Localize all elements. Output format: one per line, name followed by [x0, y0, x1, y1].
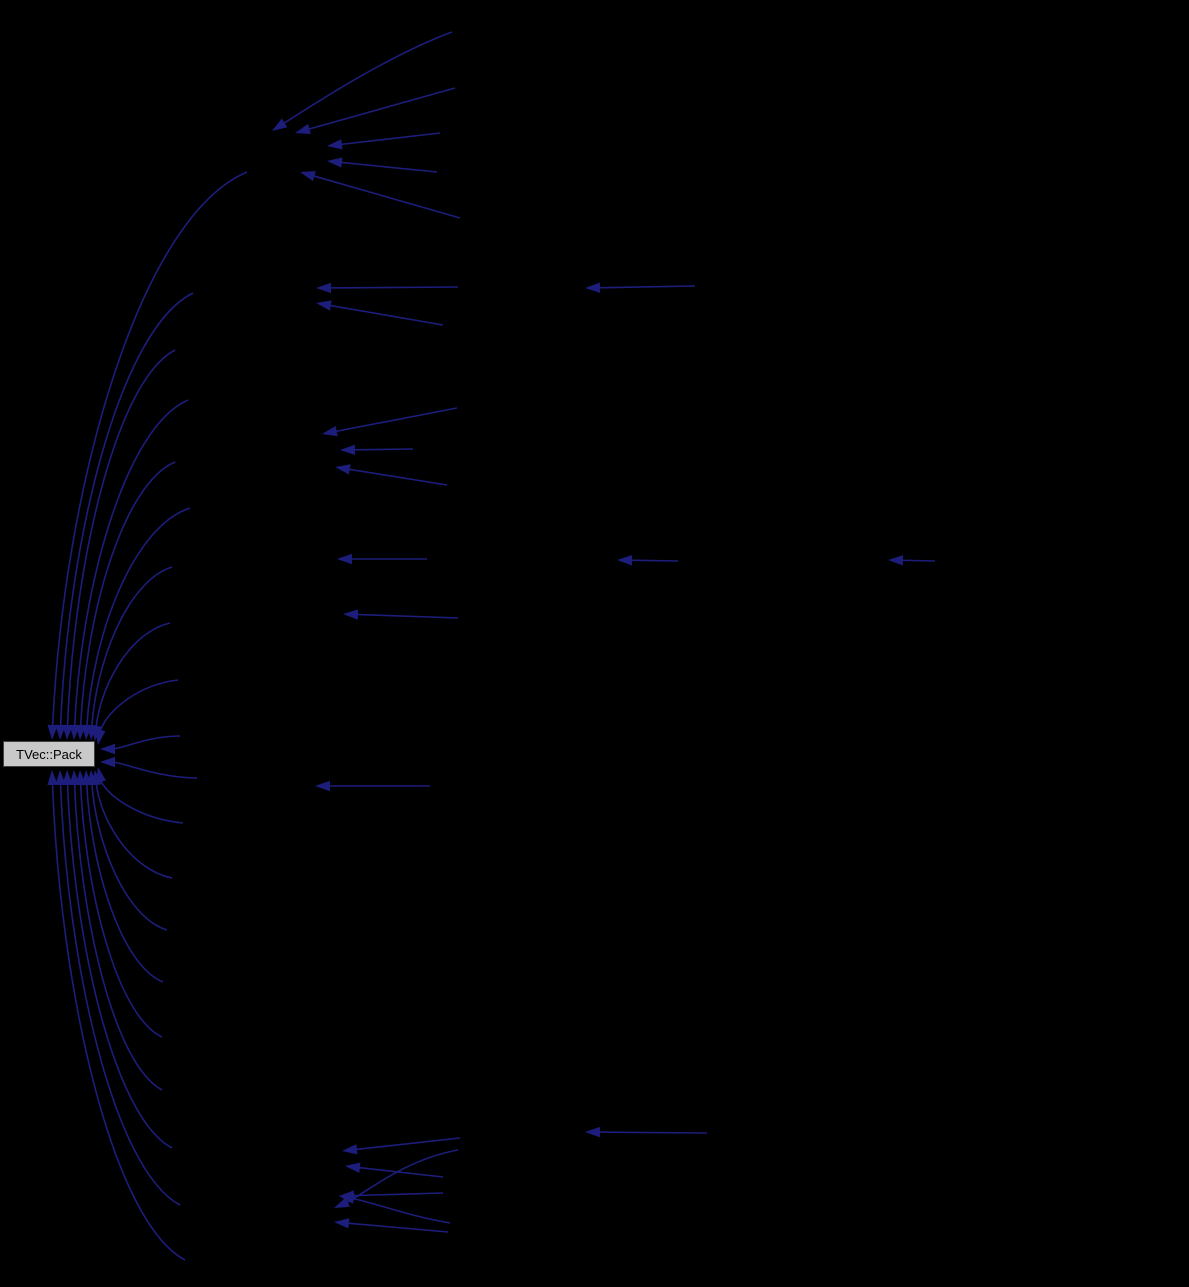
graph-edge-arrowhead — [300, 171, 316, 182]
graph-edge — [596, 1131, 708, 1134]
graph-edge — [281, 31, 453, 126]
graph-edge-arrowhead — [62, 724, 73, 740]
graph-edge — [356, 1166, 444, 1178]
graph-edge — [111, 761, 198, 779]
graph-edge — [350, 1192, 444, 1197]
graph-edge — [66, 781, 173, 1149]
graph-edge — [59, 292, 194, 729]
graph-edge — [95, 781, 173, 879]
graph-edge — [354, 613, 459, 619]
graph-edge-arrowhead — [55, 724, 66, 740]
graph-edge — [327, 304, 444, 326]
graph-edge — [79, 781, 163, 1038]
graph-edge — [79, 461, 176, 729]
graph-edge-arrowhead — [585, 282, 601, 293]
graph-edge-arrowhead — [342, 1144, 358, 1155]
graph-edge-arrowhead — [888, 555, 904, 566]
graph-edge — [95, 622, 171, 730]
graph-edge — [111, 735, 181, 750]
graph-edge-arrowhead — [327, 157, 343, 168]
graph-edge — [99, 679, 179, 734]
graph-edge — [327, 286, 459, 289]
graph-edge — [90, 566, 173, 729]
graph-edge-arrowhead — [295, 123, 311, 134]
graph-edge-arrowhead — [322, 426, 338, 437]
graph-edge-arrowhead — [617, 555, 633, 566]
graph-edge-arrowhead — [335, 464, 351, 475]
graph-edge — [51, 171, 248, 729]
graph-edge-arrowhead — [55, 770, 66, 786]
graph-edge-arrowhead — [47, 724, 58, 740]
graph-edge — [85, 781, 164, 983]
node-tvec-pack[interactable]: TVec::Pack — [3, 741, 95, 767]
graph-edge-arrowhead — [585, 1126, 601, 1138]
graph-edge — [338, 161, 438, 173]
graph-edge-arrowhead — [339, 1193, 355, 1204]
graph-edge-arrowhead — [327, 139, 343, 150]
graph-edge-arrowhead — [337, 553, 352, 565]
graph-edge-arrowhead — [334, 1218, 350, 1229]
graph-edge — [351, 448, 414, 451]
graph-edge — [333, 407, 458, 433]
graph-edge — [311, 174, 461, 219]
graph-edge — [346, 468, 448, 486]
graph-edge-arrowhead — [100, 743, 115, 755]
graph-edge-arrowhead — [100, 756, 115, 768]
graph-edge — [59, 781, 181, 1206]
graph-edge — [306, 87, 456, 131]
graph-edge-arrowhead — [69, 770, 80, 786]
graph-edge — [345, 1222, 449, 1233]
graph-edge — [73, 781, 163, 1091]
graph-edge — [899, 559, 936, 562]
graph-edge-arrowhead — [334, 1197, 350, 1208]
graph-edge-arrowhead — [62, 770, 73, 786]
graph-edge — [51, 781, 186, 1261]
graph-edge — [73, 399, 189, 729]
graph-edge-arrowhead — [316, 300, 332, 311]
graph-edge-arrowhead — [315, 780, 330, 792]
graph-edge-arrowhead — [345, 1162, 361, 1173]
graph-edge-arrowhead — [343, 609, 359, 620]
graph-edge — [66, 349, 176, 729]
graph-edge — [338, 132, 441, 146]
graph-edge — [90, 781, 168, 931]
graph-edge-arrowhead — [95, 729, 106, 745]
graph-edge — [353, 1137, 461, 1151]
graph-edge — [85, 507, 191, 729]
graph-edge — [99, 778, 184, 824]
graph-edge — [628, 559, 679, 562]
graph-edge-arrowhead — [340, 444, 356, 455]
node-tvec-pack-label: TVec::Pack — [16, 746, 82, 762]
graph-edge-arrowhead — [316, 282, 332, 294]
graph-edge — [596, 285, 696, 289]
graph-edge-arrowhead — [47, 770, 58, 786]
graph-edge — [350, 1197, 451, 1224]
graph-edge-arrowhead — [272, 118, 288, 131]
